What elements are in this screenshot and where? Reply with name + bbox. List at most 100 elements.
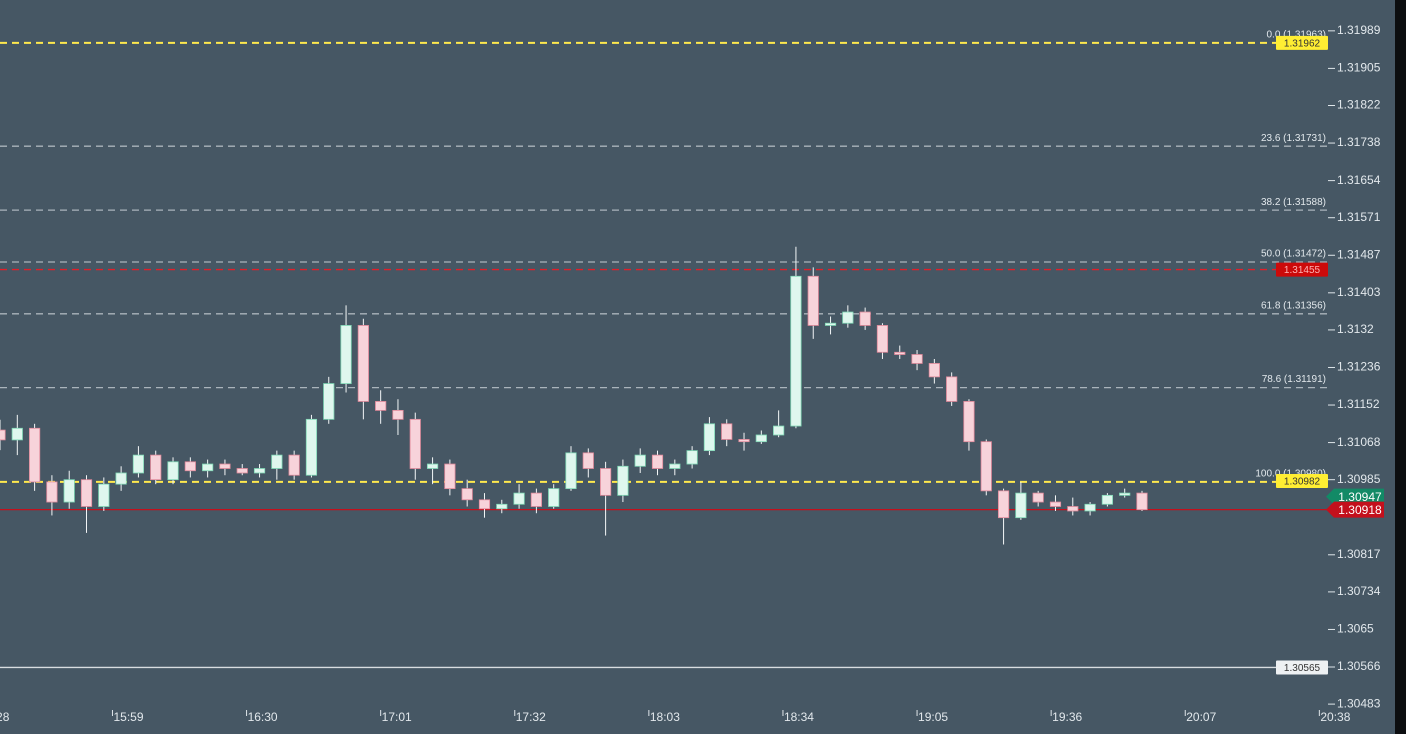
candle-body [288,454,300,476]
candle-body [1015,492,1027,519]
candle-body [634,454,646,467]
price-tag [1276,262,1328,277]
candle-body [80,479,93,507]
y-tick-label: 1.30734 [1337,584,1381,598]
candle-body [115,472,127,485]
price-tag-label: 1.30565 [1284,663,1321,674]
candle-body [132,454,145,474]
candle-body [1049,501,1062,507]
candle-body [876,325,889,353]
x-tick-label: 19:05 [918,710,948,724]
y-tick-label: 1.31738 [1337,135,1381,149]
price-tag-label: 1.31455 [1284,265,1321,276]
candle-body [548,488,560,507]
x-tick-label: 17:32 [516,710,546,724]
axis-tag-label: 1.30918 [1338,503,1382,517]
x-tick-label: 18:03 [650,710,680,724]
fib-label: 38.2 (1.31588) [1261,197,1326,208]
x-tick-label: 18:34 [784,710,814,724]
candle-body [340,325,352,384]
fib-label: 23.6 (1.31731) [1261,133,1326,144]
candle-body [184,461,196,472]
candle-body [357,325,369,402]
x-tick-label: 20:38 [1320,710,1350,724]
candle-body [305,418,318,476]
candle-body [323,383,335,420]
candle-body [963,401,975,443]
candle-body [565,452,577,490]
candle-body [0,429,6,441]
fib-label: 78.6 (1.31191) [1262,374,1326,385]
candle-body [478,499,491,510]
candle-body [461,488,473,501]
price-tag [1276,35,1328,50]
x-tick-label: 17:01 [382,710,412,724]
fib-label: 61.8 (1.31356) [1261,300,1326,311]
y-tick-label: 1.31068 [1337,435,1381,449]
candle-body [894,351,906,355]
candle-body [150,454,162,481]
candle-body [911,354,923,364]
y-tick-label: 1.31822 [1337,98,1381,112]
candle-body [46,481,58,503]
candle-body [824,322,837,326]
candle-body [980,441,992,492]
x-tick-label: 20:07 [1186,710,1216,724]
candle-body [1067,506,1079,512]
y-tick-label: 1.30817 [1337,547,1381,561]
price-tag-label: 1.30982 [1284,477,1321,488]
candle-body [496,503,508,510]
candle-body [755,434,767,443]
candle-body [426,463,439,469]
candle-body [29,427,41,483]
plot-area [0,41,1328,669]
price-tag-label: 1.31962 [1284,39,1321,50]
candle-body [669,463,681,469]
candle-body [253,468,266,474]
candle-body [63,479,75,503]
y-tick-label: 1.30985 [1337,472,1381,486]
y-tick-label: 1.31403 [1337,285,1381,299]
y-tick-label: 1.31236 [1337,360,1381,374]
price-tag [1276,474,1328,489]
x-tick-label: 15:59 [113,710,143,724]
candle-body [651,454,664,469]
axis-tag [1326,488,1384,505]
candle-body [790,275,802,427]
candle-body [1119,492,1131,496]
candle-body [236,468,248,474]
y-tick-label: 1.30566 [1337,659,1381,673]
y-tick-label: 1.31487 [1337,247,1381,261]
candle-body [1136,492,1148,511]
candle-body [11,427,23,441]
candle-body [375,401,387,411]
candle-body [928,363,940,378]
candle-body [392,409,404,420]
candle-body [98,483,110,507]
y-tick-label: 1.30483 [1337,696,1381,710]
candle-body [1032,492,1044,503]
candle-body [271,454,283,469]
y-tick-label: 1.31571 [1337,210,1381,224]
candle-body [807,275,819,326]
candle-body [600,468,612,496]
axis-tag [1326,501,1384,518]
x-tick-label: 16:30 [248,710,278,724]
y-tick-label: 1.31905 [1337,61,1381,75]
y-tick-label: 1.3065 [1337,622,1374,636]
candle-body [513,492,525,505]
candle-body [1084,503,1096,512]
candle-body [773,425,785,436]
candle-body [842,311,854,324]
candle-body [219,463,231,469]
candle-body [202,463,214,472]
candle-body [1101,494,1113,505]
fib-label: 0.0 (1.31963) [1267,30,1327,41]
candle-body [409,418,421,469]
candle-body [167,461,179,481]
y-tick-label: 1.31152 [1337,397,1380,411]
candle-body [946,376,958,402]
y-tick-label: 1.3132 [1337,322,1374,336]
